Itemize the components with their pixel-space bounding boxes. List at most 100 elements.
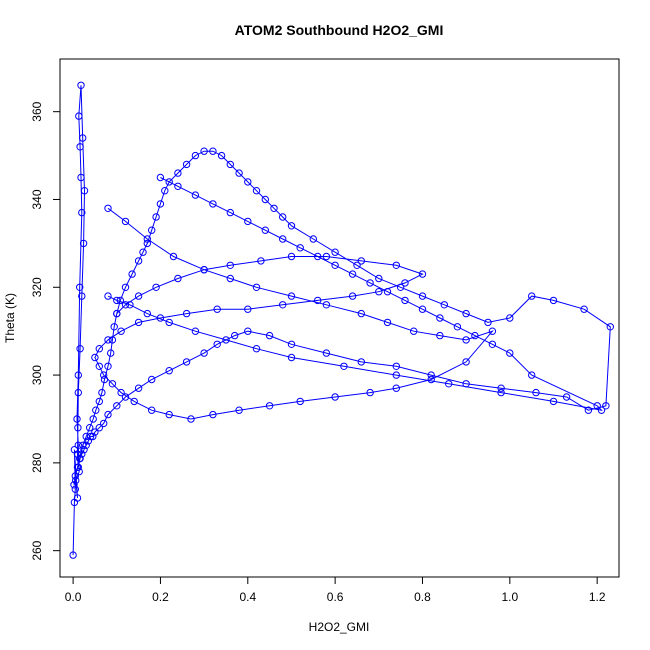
data-point: [244, 217, 252, 226]
data-point: [226, 274, 235, 283]
data-point: [104, 410, 112, 419]
x-tick-label: 0.4: [239, 590, 256, 604]
data-point: [226, 160, 235, 169]
data-point: [104, 362, 112, 370]
data-point: [287, 340, 296, 348]
data-point: [75, 112, 83, 120]
data-point: [357, 358, 365, 366]
data-point: [191, 151, 200, 160]
y-tick-label: 340: [30, 189, 44, 209]
data-point: [74, 371, 83, 379]
data-point: [104, 292, 112, 300]
data-point: [209, 410, 217, 419]
data-point: [279, 235, 287, 243]
x-tick-label: 0.0: [65, 590, 82, 604]
data-point: [95, 362, 104, 370]
data-point: [152, 283, 160, 291]
data-point: [110, 323, 118, 331]
data-point: [80, 187, 89, 195]
data-point: [252, 187, 261, 195]
data-point: [113, 402, 121, 410]
data-point: [392, 362, 400, 370]
data-point: [261, 226, 269, 234]
data-point: [279, 213, 287, 221]
y-axis-label: Theta (K): [3, 293, 17, 343]
data-point: [143, 239, 152, 248]
data-point: [348, 292, 357, 300]
data-point: [191, 327, 200, 335]
data-point: [244, 327, 252, 335]
data-point: [89, 432, 97, 441]
data-point: [121, 283, 130, 291]
data-point: [436, 314, 444, 322]
data-point: [562, 393, 571, 401]
data-point: [76, 143, 84, 151]
plot-data: [69, 81, 614, 559]
data-point: [226, 208, 235, 217]
data-point: [580, 305, 588, 313]
data-point: [91, 353, 99, 362]
data-point: [82, 441, 90, 449]
data-point: [200, 266, 208, 274]
data-point: [287, 353, 296, 362]
data-point: [484, 318, 492, 327]
data-point: [107, 349, 115, 357]
data-point: [488, 340, 497, 348]
data-point: [418, 292, 427, 300]
data-point: [213, 340, 221, 348]
data-point: [427, 375, 435, 384]
data-point: [86, 424, 94, 432]
y-tick-label: 280: [30, 453, 44, 473]
data-point: [89, 415, 97, 423]
data-point: [462, 336, 470, 344]
data-point: [528, 371, 536, 379]
data-point: [200, 147, 208, 155]
data-point: [209, 147, 217, 155]
data-point: [392, 384, 400, 392]
data-point: [375, 288, 383, 296]
data-point: [445, 380, 453, 388]
data-point: [222, 336, 230, 344]
data-point: [92, 406, 100, 414]
data-point: [74, 424, 82, 432]
data-point: [287, 292, 296, 300]
data-point: [331, 393, 339, 401]
data-point: [353, 261, 361, 269]
data-point: [77, 81, 85, 90]
x-axis-label: H2O2_GMI: [309, 620, 370, 634]
data-point: [117, 327, 125, 335]
data-point: [134, 384, 143, 392]
data-point: [104, 336, 112, 344]
data-point: [100, 419, 108, 428]
data-point: [235, 169, 243, 177]
data-point: [134, 257, 143, 265]
data-point: [121, 217, 130, 226]
data-point: [549, 397, 558, 406]
data-point: [174, 274, 182, 283]
data-point: [213, 305, 221, 313]
data-point: [121, 393, 130, 401]
data-point: [309, 235, 317, 243]
data-point: [244, 178, 252, 186]
data-point: [497, 384, 505, 392]
data-point: [128, 270, 136, 278]
data-point: [148, 406, 156, 414]
data-point: [74, 388, 83, 397]
data-point: [79, 134, 87, 142]
data-point: [174, 182, 182, 191]
data-point: [392, 371, 400, 379]
data-point: [231, 331, 239, 340]
data-point: [134, 318, 143, 327]
data-point: [375, 274, 383, 283]
data-point: [71, 472, 80, 480]
data-point: [265, 402, 274, 410]
data-point: [532, 388, 540, 397]
data-point: [314, 252, 322, 261]
data-point: [322, 252, 331, 261]
data-point: [117, 388, 125, 397]
data-point: [401, 296, 409, 305]
data-point: [235, 406, 243, 414]
chart-title: ATOM2 Southbound H2O2_GMI: [235, 22, 444, 38]
data-point: [265, 331, 274, 340]
